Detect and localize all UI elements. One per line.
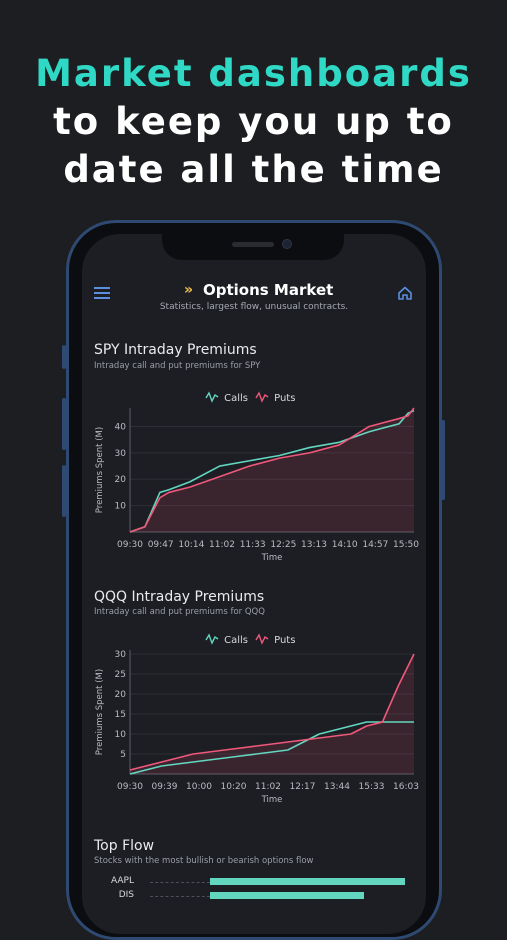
spy-legend-calls[interactable]: Calls: [205, 386, 248, 405]
topflow-bar: [210, 878, 405, 885]
spy-legend-puts[interactable]: Puts: [255, 386, 295, 405]
hamburger-menu-icon[interactable]: [94, 287, 110, 299]
qqq-x-tick-label: 16:03: [393, 782, 419, 792]
topflow-row[interactable]: AAPL: [90, 876, 420, 888]
qqq-y-axis-title: Premiums Spent (M): [95, 669, 105, 755]
spy-x-tick-label: 10:14: [178, 540, 204, 550]
topflow-row[interactable]: DIS: [90, 890, 420, 902]
spy-puts-area: [130, 408, 414, 532]
puts-legend-icon: [255, 632, 269, 645]
puts-legend-icon: [255, 390, 269, 403]
phone-side-button-volume-down: [62, 465, 66, 517]
qqq-y-tick-label: 25: [115, 670, 126, 680]
qqq-x-tick-label: 09:39: [152, 782, 178, 792]
qqq-section-subtitle: Intraday call and put premiums for QQQ: [94, 607, 265, 617]
spy-x-tick-label: 12:25: [270, 540, 296, 550]
qqq-legend-calls-label: Calls: [224, 635, 248, 646]
marketing-headline: Market dashboards to keep you up to date…: [0, 50, 507, 194]
spy-section-subtitle: Intraday call and put premiums for SPY: [94, 361, 261, 371]
phone-side-button-mute: [62, 345, 66, 369]
spy-x-tick-label: 11:33: [240, 540, 266, 550]
spy-legend-calls-label: Calls: [224, 393, 248, 404]
spy-legend-puts-label: Puts: [274, 393, 296, 404]
qqq-legend-puts[interactable]: Puts: [255, 628, 295, 647]
qqq-x-tick-label: 15:33: [359, 782, 385, 792]
qqq-premiums-chart: 5 10 15 20 25 30 09:30 09:39 10:00 10:20 11:02 12:1…: [95, 650, 419, 805]
spy-x-tick-label: 09:30: [117, 540, 143, 550]
headline-line-3: date all the time: [63, 148, 444, 191]
spy-x-tick-label: 11:02: [209, 540, 235, 550]
phone-side-button-volume-up: [62, 398, 66, 450]
app-screen: [82, 234, 426, 934]
qqq-y-tick-label: 5: [120, 750, 126, 760]
chevron-right-icon: »: [184, 282, 194, 298]
spy-y-tick-label: 40: [115, 422, 127, 432]
qqq-x-tick-label: 12:17: [290, 782, 316, 792]
page-title: Options Market: [203, 281, 334, 299]
spy-x-tick-label: 09:47: [148, 540, 174, 550]
qqq-y-tick-label: 20: [115, 690, 127, 700]
phone-side-button-power: [441, 420, 445, 500]
home-icon[interactable]: [397, 285, 413, 301]
topflow-ticker: AAPL: [110, 876, 134, 886]
spy-x-tick-label: 13:13: [301, 540, 327, 550]
headline-line-2: to keep you up to: [53, 100, 454, 143]
spy-x-tick-label: 14:57: [362, 540, 388, 550]
qqq-section-title: QQQ Intraday Premiums: [94, 589, 265, 605]
qqq-y-tick-label: 10: [115, 730, 127, 740]
spy-y-tick-label: 10: [115, 502, 127, 512]
topflow-leader-line: [150, 882, 210, 883]
spy-calls-line: [129, 409, 415, 533]
qqq-y-tick-label: 15: [115, 710, 126, 720]
topflow-section-title: Top Flow: [94, 838, 155, 854]
topflow-section-subtitle: Stocks with the most bullish or bearish …: [94, 856, 314, 866]
qqq-x-tick-label: 11:02: [255, 782, 281, 792]
qqq-x-tick-label: 09:30: [117, 782, 143, 792]
phone-speaker: [232, 242, 274, 247]
spy-y-axis-title: Premiums Spent (M): [95, 427, 105, 513]
spy-puts-line: [129, 407, 415, 533]
qqq-x-tick-label: 13:44: [324, 782, 350, 792]
qqq-puts-area: [130, 654, 414, 774]
qqq-x-axis-title: Time: [261, 795, 283, 805]
spy-y-tick-label: 20: [115, 475, 127, 485]
topflow-bar: [210, 892, 364, 899]
spy-x-tick-label: 14:10: [332, 540, 358, 550]
spy-section-title: SPY Intraday Premiums: [94, 342, 257, 358]
qqq-x-tick-label: 10:00: [186, 782, 212, 792]
spy-x-axis-title: Time: [261, 553, 283, 563]
qqq-puts-line: [129, 653, 415, 771]
phone-camera: [282, 239, 292, 249]
page-subtitle: Statistics, largest flow, unusual contra…: [159, 302, 349, 312]
topflow-leader-line: [150, 896, 210, 897]
calls-legend-icon: [205, 632, 219, 645]
spy-premiums-chart: 10 20 30 40 09:30 09:47 10:14 11:02 11:33 12:25 13…: [95, 407, 419, 563]
spy-x-tick-label: 15:50: [393, 540, 419, 550]
headline-line-1: Market dashboards: [35, 52, 472, 95]
spy-y-tick-label: 30: [115, 449, 127, 459]
qqq-legend-puts-label: Puts: [274, 635, 296, 646]
qqq-x-tick-label: 10:20: [221, 782, 247, 792]
calls-legend-icon: [205, 390, 219, 403]
topflow-ticker: DIS: [118, 890, 134, 900]
qqq-y-tick-label: 30: [115, 650, 127, 660]
qqq-legend-calls[interactable]: Calls: [205, 628, 248, 647]
